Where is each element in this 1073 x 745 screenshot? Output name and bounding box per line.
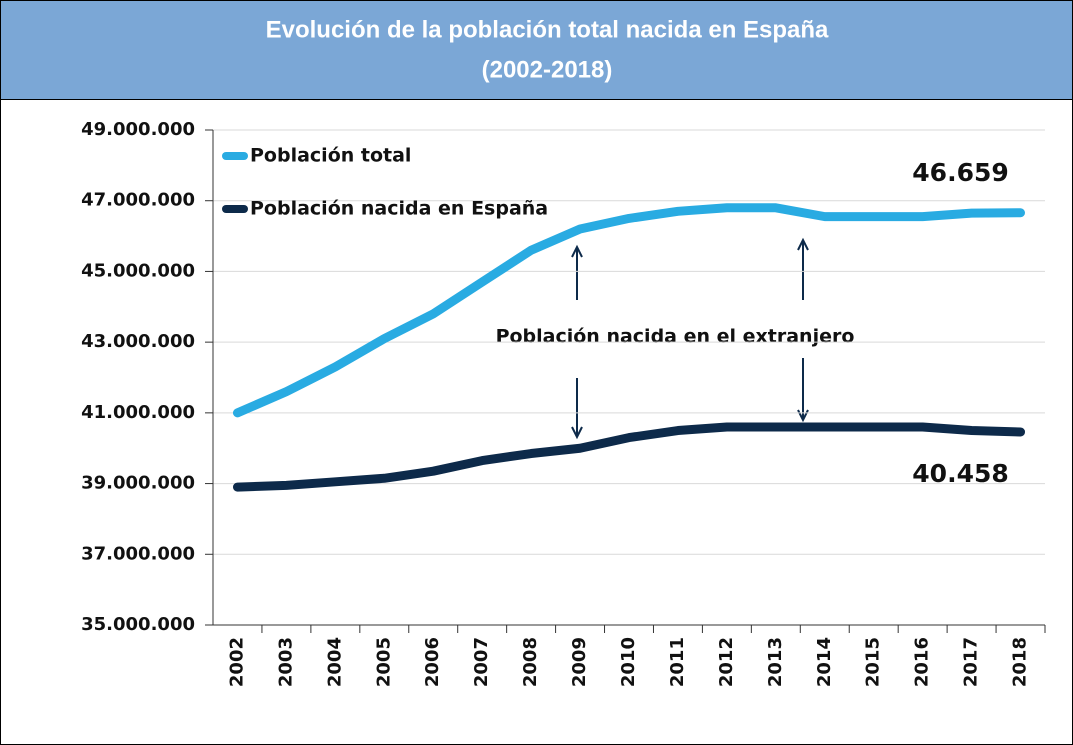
x-tick-label: 2004 (324, 637, 345, 687)
chart-subtitle: (2002-2018) (482, 56, 613, 83)
value-label: 46.659 (912, 158, 1008, 187)
legend-label: Población total (250, 145, 411, 167)
value-label: 40.458 (912, 459, 1008, 488)
header (0, 0, 1073, 100)
x-tick-label: 2011 (667, 637, 688, 687)
data-line (232, 422, 1026, 492)
x-tick-label: 2009 (569, 637, 590, 687)
x-tick-label: 2010 (618, 637, 639, 687)
y-tick-label: 41.000.000 (81, 402, 195, 423)
x-tick-label: 2015 (863, 637, 884, 687)
x-tick-label: 2013 (765, 637, 786, 687)
x-tick-label: 2018 (1010, 637, 1031, 687)
x-tick-label: 2008 (520, 637, 541, 687)
x-tick-label: 2016 (912, 637, 933, 687)
y-tick-label: 49.000.000 (81, 119, 195, 140)
legend-label: Población nacida en España (250, 198, 548, 220)
x-tick-label: 2007 (471, 637, 492, 687)
x-tick-label: 2017 (961, 637, 982, 687)
x-tick-label: 2005 (373, 637, 394, 687)
x-tick-label: 2006 (422, 637, 443, 687)
arrows (571, 237, 809, 440)
chart-title: Evolución de la población total nacida e… (266, 16, 829, 43)
y-tick-label: 47.000.000 (81, 190, 195, 211)
y-tick-label: 37.000.000 (81, 543, 195, 564)
x-tick-label: 2002 (226, 637, 247, 687)
y-tick-label: 35.000.000 (81, 614, 195, 635)
x-tick-label: 2014 (814, 637, 835, 687)
annotation: Población nacida en el extranjero (496, 326, 855, 348)
y-tick-label: 43.000.000 (81, 331, 195, 352)
data-line (232, 203, 1026, 418)
y-tick-label: 39.000.000 (81, 473, 195, 494)
y-tick-label: 45.000.000 (81, 260, 195, 281)
x-tick-label: 2012 (716, 637, 737, 687)
x-tick-label: 2003 (275, 637, 296, 687)
